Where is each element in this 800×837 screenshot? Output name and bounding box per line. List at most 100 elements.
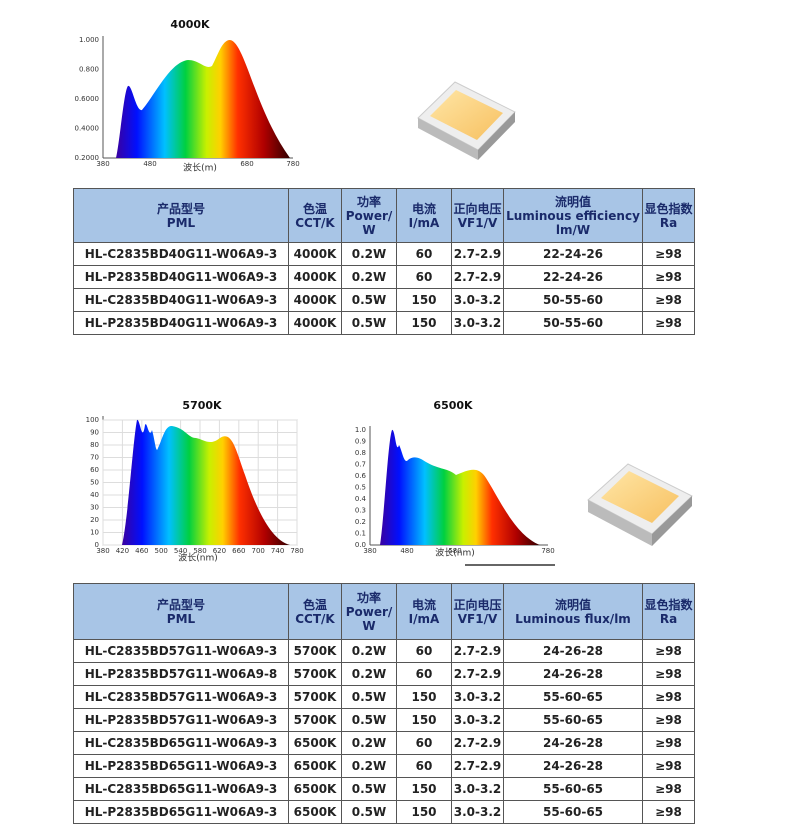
y-tick-label: 0.4000: [75, 125, 100, 133]
x-tick-label: 420: [116, 547, 129, 555]
x-tick-label: 380: [96, 547, 109, 555]
table-row: HL-P2835BD57G11-W06A9-8 5700K 0.2W 60 2.7-2.…: [73, 662, 695, 686]
header-cell: 电流 I/mA: [396, 583, 452, 640]
table-cell: ≥98: [642, 800, 695, 824]
table-cell: ≥98: [642, 288, 695, 312]
table-cell: 5700K: [288, 708, 342, 732]
table-cell: 0.5W: [341, 777, 397, 801]
table-cell: ≥98: [642, 662, 695, 686]
table-cell: 3.0-3.2: [451, 311, 504, 335]
table-cell: 24-26-28: [503, 754, 643, 778]
table-cell: HL-C2835BD57G11-W06A9-3: [73, 639, 289, 663]
led-image: [587, 463, 693, 546]
x-tick-label: 580: [448, 547, 461, 555]
header-cell: 功率 Power/W: [341, 583, 397, 640]
table-cell: 150: [396, 288, 452, 312]
table-cell: 0.5W: [341, 800, 397, 824]
x-tick-label: 700: [252, 547, 265, 555]
header-text: lm/W: [555, 222, 591, 237]
header-cell: 显色指数 Ra: [642, 583, 695, 640]
y-tick-label: 0: [95, 541, 99, 549]
table-cell: 55-60-65: [503, 685, 643, 709]
table-cell: HL-P2835BD40G11-W06A9-3: [73, 265, 289, 289]
table-cell: ≥98: [642, 708, 695, 732]
table-cell: ≥98: [642, 265, 695, 289]
chart-title: 5700K: [182, 399, 222, 412]
header-text: PML: [166, 611, 196, 626]
table-cell: 6500K: [288, 777, 342, 801]
table-row: HL-P2835BD40G11-W06A9-3 4000K 0.2W 60 2.7-2.…: [73, 265, 695, 289]
table-cell: 4000K: [288, 265, 342, 289]
header-text: 功率: [356, 194, 381, 209]
y-tick-label: 0.2000: [75, 154, 100, 162]
table-row: HL-C2835BD65G11-W06A9-3 6500K 0.5W 150 3.0-3…: [73, 777, 695, 801]
table-row: HL-C2835BD40G11-W06A9-3 4000K 0.2W 60 2.7-2.…: [73, 242, 695, 266]
header-text: Power/: [345, 208, 393, 223]
x-axis-label: 波长(nm): [178, 552, 218, 564]
x-tick-label: 460: [135, 547, 148, 555]
header-text: 产品型号: [156, 597, 205, 612]
x-tick-label: 500: [155, 547, 168, 555]
table-cell: 150: [396, 708, 452, 732]
y-tick-label: 100: [86, 416, 99, 424]
x-tick-label: 480: [400, 547, 413, 555]
table-cell: HL-P2835BD57G11-W06A9-3: [73, 708, 289, 732]
header-text: Luminous flux/lm: [515, 611, 631, 626]
y-tick-label: 70: [90, 454, 99, 462]
table-cell: 50-55-60: [503, 288, 643, 312]
table-cell: ≥98: [642, 242, 695, 266]
header-row: 产品型号 PML 色温 CCT/K 功率 Power/W 电流 I/mA 正向电压 VF1/V 流明…: [73, 188, 695, 243]
y-tick-label: 0.0: [355, 541, 366, 549]
table-cell: 60: [396, 639, 452, 663]
table-cell: 55-60-65: [503, 708, 643, 732]
y-tick-label: 1.0: [355, 426, 366, 434]
header-text: 产品型号: [156, 201, 205, 216]
spec-table: 产品型号 PML 色温 CCT/K 功率 Power/W 电流 I/mA 正向电压 VF1/V 流明…: [73, 583, 695, 824]
header-text: CCT/K: [295, 215, 335, 230]
table-row: HL-P2835BD57G11-W06A9-3 5700K 0.5W 150 3.0-3…: [73, 708, 695, 732]
x-tick-label: 660: [232, 547, 245, 555]
table-cell: 5700K: [288, 685, 342, 709]
table-cell: 24-26-28: [503, 731, 643, 755]
table-row: HL-C2835BD57G11-W06A9-3 5700K 0.5W 150 3.0-3…: [73, 685, 695, 709]
header-cell: 产品型号 PML: [73, 583, 289, 640]
header-text: Ra: [659, 215, 678, 230]
table-cell: ≥98: [642, 311, 695, 335]
table-cell: HL-P2835BD65G11-W06A9-3: [73, 754, 289, 778]
x-tick-label: 580: [193, 547, 206, 555]
table-cell: ≥98: [642, 731, 695, 755]
y-tick-label: 1.000: [79, 36, 99, 44]
y-tick-label: 0.2: [355, 518, 366, 526]
table-cell: ≥98: [642, 685, 695, 709]
table-cell: 60: [396, 662, 452, 686]
y-tick-label: 0.8: [355, 449, 366, 457]
table-cell: 2.7-2.9: [451, 731, 504, 755]
table-cell: 0.5W: [341, 708, 397, 732]
header-cell: 流明值 Luminous flux/lm: [503, 583, 643, 640]
table-cell: 2.7-2.9: [451, 662, 504, 686]
y-tick-label: 0.4: [355, 495, 367, 503]
table-cell: 5700K: [288, 662, 342, 686]
x-tick-label: 480: [143, 160, 156, 168]
table-cell: 150: [396, 685, 452, 709]
y-tick-label: 0.5: [355, 484, 366, 492]
header-cell: 正向电压 VF1/V: [451, 188, 504, 243]
x-tick-label: 380: [96, 160, 109, 168]
header-text: 色温: [302, 201, 327, 216]
spectrum-curve: [122, 419, 290, 545]
header-cell: 功率 Power/W: [341, 188, 397, 243]
header-text: 显色指数: [644, 597, 693, 612]
header-text: 正向电压: [453, 597, 502, 612]
header-text: 流明值: [554, 597, 591, 612]
header-text: 电流: [411, 201, 436, 216]
spectrum-curve: [116, 40, 290, 158]
y-tick-label: 0.3: [355, 507, 366, 515]
y-tick-label: 0.6000: [75, 95, 100, 103]
chart-title: 4000K: [170, 18, 210, 31]
x-tick-label: 680: [240, 160, 253, 168]
table-cell: HL-C2835BD65G11-W06A9-3: [73, 777, 289, 801]
table-cell: 2.7-2.9: [451, 639, 504, 663]
spec-table: 产品型号 PML 色温 CCT/K 功率 Power/W 电流 I/mA 正向电压 VF1/V 流明…: [73, 188, 695, 335]
header-text: W: [362, 618, 376, 633]
